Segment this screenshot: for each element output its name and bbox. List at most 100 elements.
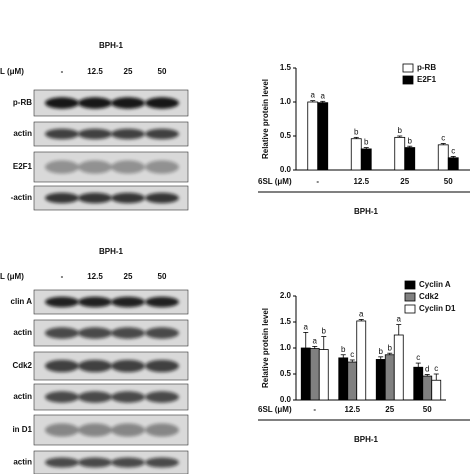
significance-label: b (322, 327, 327, 336)
blot-band (78, 296, 112, 308)
legend-label: p-RB (417, 63, 436, 72)
bar (350, 138, 362, 171)
x-tick-label: 25 (385, 405, 394, 414)
blot-band (45, 97, 79, 109)
legend-swatch (402, 75, 414, 85)
x-tick-label: 12.5 (344, 405, 360, 414)
x-tick-label: 12.5 (353, 177, 369, 186)
blot-band (45, 128, 79, 140)
legend-label: Cyclin D1 (419, 304, 456, 313)
blot-band (45, 391, 79, 403)
bar (413, 366, 424, 401)
group-label: BPH-1 (354, 207, 379, 216)
blot-band (45, 192, 79, 204)
blot-band (78, 423, 112, 437)
blot-band (145, 359, 179, 373)
error-bar (340, 354, 346, 358)
bar (338, 357, 349, 401)
bar (300, 347, 311, 401)
bar (318, 349, 329, 401)
error-bar (310, 100, 316, 102)
blot-band (45, 296, 79, 308)
error-bar (321, 336, 327, 350)
lane-label: - (61, 67, 64, 76)
blot-band (145, 97, 179, 109)
blot-band (45, 327, 79, 339)
blot-band (111, 457, 145, 468)
blot-band (111, 423, 145, 437)
x-tick-label: 25 (400, 177, 409, 186)
lane-label: - (61, 272, 64, 281)
significance-label: b (341, 345, 346, 354)
significance-label: a (304, 323, 309, 332)
error-bar (363, 147, 369, 149)
bar (317, 102, 329, 171)
blot-band (45, 423, 79, 437)
blot-band (78, 457, 112, 468)
blot-band (145, 457, 179, 468)
y-axis-label: Relative protein level (261, 79, 270, 159)
x-tick-label: 50 (444, 177, 453, 186)
error-bar (433, 373, 439, 381)
blot-band (111, 296, 145, 308)
row-label: actin (13, 328, 32, 337)
blot-band (145, 327, 179, 339)
row-label: Cdk2 (12, 361, 32, 370)
blot-band (145, 423, 179, 437)
group-label: BPH-1 (354, 435, 379, 444)
blot-band (45, 160, 79, 174)
error-bar (353, 136, 359, 139)
significance-label: a (359, 310, 364, 319)
y-tick-label: 1.5 (280, 317, 292, 326)
bar (347, 361, 358, 401)
blot-band (78, 359, 112, 373)
legend-label: Cdk2 (419, 292, 439, 301)
row-label: actin (13, 392, 32, 401)
bar (307, 101, 319, 171)
blot-band (111, 359, 145, 373)
blot-band (111, 128, 145, 140)
x-axis-label: 6SL (μM) (258, 177, 292, 186)
row-label: p-RB (13, 98, 32, 107)
significance-label: b (354, 127, 359, 136)
blot-band (78, 128, 112, 140)
bar (431, 379, 442, 401)
legend-swatch (404, 280, 416, 290)
significance-label: b (408, 136, 413, 145)
y-tick-label: 1.5 (280, 63, 292, 72)
row-label: E2F1 (13, 162, 33, 171)
x-axis-label: 6SL (μM) (258, 405, 292, 414)
significance-label: c (434, 364, 438, 373)
blot-band (111, 192, 145, 204)
significance-label: a (397, 315, 402, 324)
blot-band (145, 160, 179, 174)
bar (309, 348, 320, 401)
significance-label: c (416, 353, 420, 362)
x-tick-label: - (313, 405, 316, 414)
lane-label: 25 (124, 67, 133, 76)
y-tick-label: 0.0 (280, 165, 292, 174)
legend-label: Cyclin A (419, 280, 451, 289)
blot-band (145, 391, 179, 403)
x-tick-label: 50 (423, 405, 432, 414)
error-bar (349, 359, 355, 363)
blot-band (45, 359, 79, 373)
blot-band (78, 97, 112, 109)
blot-band (145, 192, 179, 204)
lane-label: 50 (158, 67, 167, 76)
error-bar (320, 100, 326, 103)
row-label: in D1 (12, 425, 32, 434)
y-tick-label: 0.0 (280, 395, 292, 404)
y-axis-label: Relative protein level (261, 308, 270, 388)
bar (447, 157, 459, 171)
condition-label: L (μM) (0, 67, 24, 76)
error-bar (415, 362, 421, 368)
error-bar (407, 145, 413, 148)
error-bar (440, 143, 446, 145)
error-bar (450, 155, 456, 158)
lane-label: 50 (158, 272, 167, 281)
y-tick-label: 1.0 (280, 97, 292, 106)
blot-band (145, 296, 179, 308)
significance-label: b (388, 343, 393, 352)
